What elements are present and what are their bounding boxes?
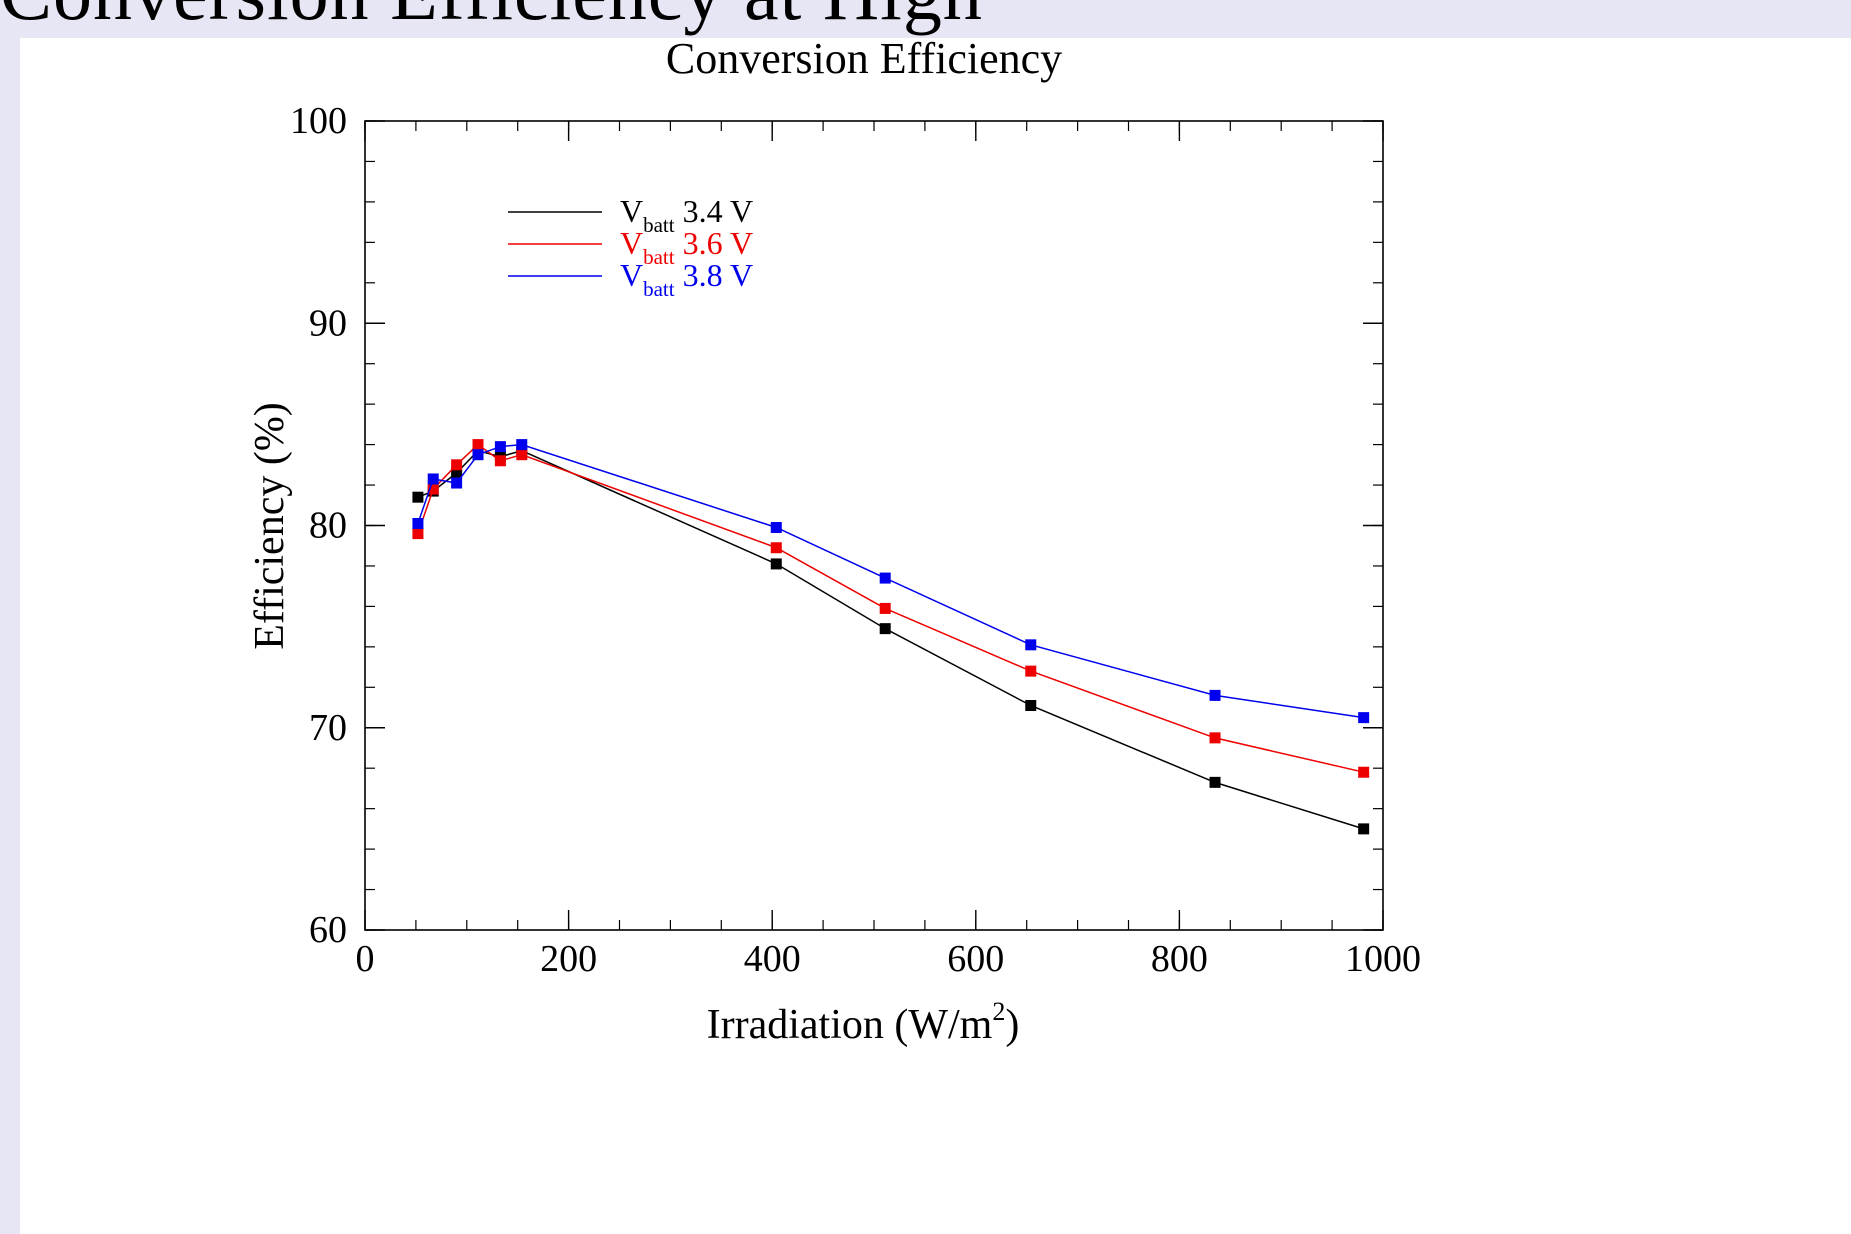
series-line bbox=[417, 443, 1364, 773]
data-point bbox=[451, 477, 463, 489]
x-tick-label: 200 bbox=[540, 938, 597, 980]
legend-label-main: V bbox=[620, 225, 643, 261]
legend-label-main: V bbox=[620, 257, 643, 293]
chart-title: Conversion Efficiency bbox=[666, 38, 1062, 83]
data-point bbox=[1209, 776, 1221, 788]
legend-label-suffix: 3.8 V bbox=[675, 257, 754, 293]
chart-panel: Conversion Efficiency 0 200 400 600 800 1000 6… bbox=[20, 38, 1851, 1234]
legend-label-subscript: batt bbox=[643, 213, 675, 237]
x-axis-label: Irradiation (W/m2) bbox=[707, 997, 1020, 1048]
series-layer bbox=[412, 439, 1370, 835]
data-point bbox=[1025, 700, 1037, 712]
x-tick-label: 800 bbox=[1151, 938, 1208, 980]
y-tick-label: 70 bbox=[309, 707, 347, 749]
legend-label: Vbatt 3.4 V bbox=[620, 193, 753, 237]
data-point bbox=[1358, 823, 1370, 835]
data-point bbox=[412, 491, 424, 503]
legend-label-main: V bbox=[620, 193, 643, 229]
data-point bbox=[427, 483, 439, 495]
legend-label-suffix: 3.4 V bbox=[675, 193, 754, 229]
legend-label-suffix: 3.6 V bbox=[675, 225, 754, 261]
y-tick-label: 100 bbox=[290, 100, 347, 142]
efficiency-chart: Conversion Efficiency 0 200 400 600 800 1000 6… bbox=[247, 38, 1421, 1048]
data-point bbox=[451, 459, 463, 471]
slide-title-strip: Conversion Efficiency at High bbox=[0, 0, 1851, 38]
data-point bbox=[472, 449, 484, 461]
series-line bbox=[417, 443, 1364, 719]
data-point bbox=[879, 602, 891, 614]
data-point bbox=[494, 441, 506, 453]
data-point bbox=[412, 517, 424, 529]
data-point bbox=[770, 542, 782, 554]
data-point bbox=[412, 528, 424, 540]
data-point bbox=[770, 558, 782, 570]
series-2 bbox=[412, 439, 1370, 778]
data-point bbox=[451, 467, 463, 479]
data-point bbox=[879, 572, 891, 584]
series-3 bbox=[412, 439, 1370, 724]
legend-label: Vbatt 3.6 V bbox=[620, 225, 753, 269]
series-1 bbox=[412, 445, 1370, 835]
x-tick-label: 400 bbox=[744, 938, 801, 980]
series-line bbox=[417, 449, 1364, 830]
data-point bbox=[472, 439, 484, 451]
y-tick-label: 80 bbox=[309, 505, 347, 547]
axes: 0 200 400 600 800 1000 60 70 80 90 100 bbox=[290, 100, 1421, 980]
data-point bbox=[1209, 689, 1221, 701]
data-point bbox=[770, 522, 782, 534]
data-point bbox=[1358, 712, 1370, 724]
x-tick-label: 600 bbox=[947, 938, 1004, 980]
y-tick-label: 90 bbox=[309, 302, 347, 344]
legend-item-1: Vbatt 3.4 V bbox=[508, 193, 753, 237]
x-axis-label-superscript: 2 bbox=[992, 997, 1005, 1026]
slide-title: Conversion Efficiency at High bbox=[0, 0, 983, 38]
data-point bbox=[516, 439, 528, 451]
data-point bbox=[1209, 732, 1221, 744]
data-point bbox=[1358, 766, 1370, 778]
x-axis-label-main: Irradiation (W/m bbox=[707, 1002, 993, 1048]
x-tick-label: 0 bbox=[356, 938, 375, 980]
plot-frame bbox=[364, 120, 1384, 931]
legend-label: Vbatt 3.8 V bbox=[620, 257, 753, 301]
data-point bbox=[879, 623, 891, 635]
data-point bbox=[494, 455, 506, 467]
y-tick-label: 60 bbox=[309, 909, 347, 951]
x-tick-label: 1000 bbox=[1345, 938, 1421, 980]
legend-label-subscript: batt bbox=[643, 245, 675, 269]
legend-item-3: Vbatt 3.8 V bbox=[508, 257, 753, 301]
data-point bbox=[1025, 665, 1037, 677]
x-axis-label-suffix: ) bbox=[1005, 1002, 1019, 1048]
legend-item-2: Vbatt 3.6 V bbox=[508, 225, 753, 269]
y-axis-label: Efficiency (%) bbox=[247, 402, 293, 650]
data-point bbox=[1025, 639, 1037, 651]
data-point bbox=[516, 449, 528, 461]
legend-label-subscript: batt bbox=[643, 277, 675, 301]
data-point bbox=[427, 473, 439, 485]
